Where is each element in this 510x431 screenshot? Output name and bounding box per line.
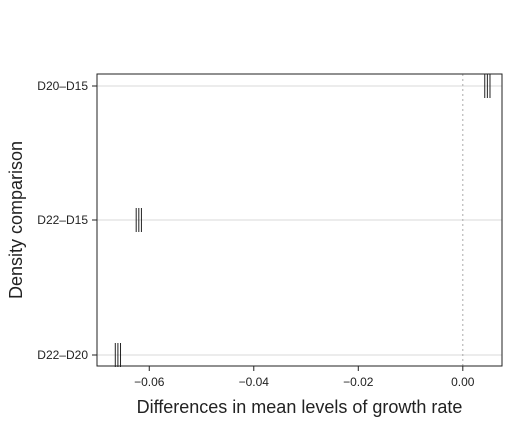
y-tick-label: D20–D15 <box>37 79 88 93</box>
x-tick-label: 0.00 <box>451 375 475 389</box>
x-tick-label: −0.06 <box>134 375 165 389</box>
interval-2 <box>114 343 122 367</box>
y-tick-label: D22–D15 <box>37 213 88 227</box>
interval-1 <box>135 208 142 232</box>
y-axis: D20–D15 D22–D15 D22–D20 <box>37 79 97 362</box>
interval-0 <box>484 74 491 98</box>
x-axis-title: Differences in mean levels of growth rat… <box>137 397 463 417</box>
grid-lines <box>97 85 502 356</box>
x-tick-label: −0.04 <box>239 375 270 389</box>
interval-marks <box>114 74 491 367</box>
y-tick-label: D22–D20 <box>37 348 88 362</box>
x-tick-label: −0.02 <box>343 375 374 389</box>
x-axis: −0.06 −0.04 −0.02 0.00 <box>134 366 475 389</box>
y-axis-title: Density comparison <box>6 141 26 299</box>
